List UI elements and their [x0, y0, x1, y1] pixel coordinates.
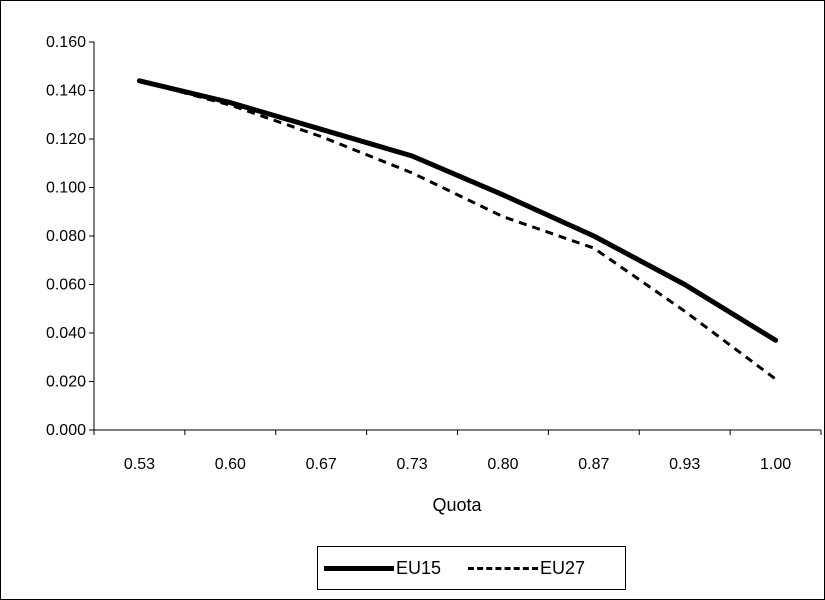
x-axis-ticks: 0.53 0.60 0.67 0.73 0.80 0.87 0.93 1.00 [93, 430, 822, 473]
y-tick-label: 0.140 [46, 83, 86, 100]
series-layer [136, 78, 779, 381]
legend-entry-eu15: EU15 [324, 547, 441, 589]
legend: EU15 EU27 [317, 546, 626, 590]
y-tick-label: 0.080 [46, 228, 86, 245]
x-tick-label: 0.87 [578, 456, 609, 473]
x-tick-label: 0.67 [306, 456, 337, 473]
y-axis-ticks: 0.000 0.020 0.040 0.060 0.080 0.100 0.120 0.140… [46, 34, 94, 439]
series-line-eu15 [136, 78, 779, 343]
y-tick-label: 0.060 [46, 277, 86, 294]
y-tick-label: 0.120 [46, 131, 86, 148]
x-axis-title: Quota [432, 495, 482, 515]
x-tick-label: 0.80 [487, 456, 518, 473]
legend-entry-eu27: EU27 [468, 547, 585, 589]
legend-line-eu15 [324, 565, 394, 571]
y-tick-label: 0.100 [46, 180, 86, 197]
legend-label-eu27: EU27 [540, 557, 586, 578]
x-tick-label: 0.73 [396, 456, 427, 473]
x-tick-label: 0.60 [215, 456, 246, 473]
series-line-eu27 [139, 79, 777, 381]
legend-line-eu27 [468, 566, 538, 570]
y-tick-label: 0.020 [46, 374, 86, 391]
x-tick-label: 0.53 [124, 456, 155, 473]
x-tick-label: 0.93 [669, 456, 700, 473]
x-tick-label: 1.00 [760, 456, 791, 473]
y-tick-label: 0.160 [46, 34, 86, 51]
legend-label-eu15: EU15 [396, 557, 442, 578]
y-tick-label: 0.040 [46, 325, 86, 342]
y-tick-label: 0.000 [46, 422, 86, 439]
